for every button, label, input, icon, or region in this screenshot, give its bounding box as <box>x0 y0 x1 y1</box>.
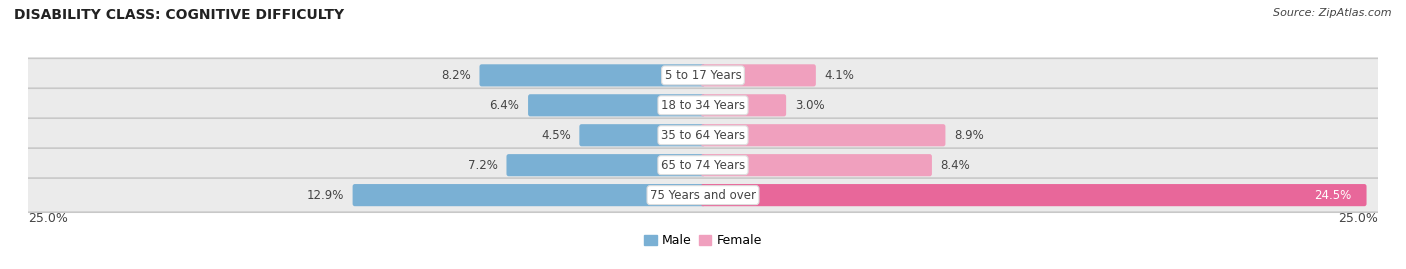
FancyBboxPatch shape <box>353 184 706 206</box>
Text: 8.2%: 8.2% <box>441 69 471 82</box>
Text: 18 to 34 Years: 18 to 34 Years <box>661 99 745 112</box>
FancyBboxPatch shape <box>24 88 1382 122</box>
Legend: Male, Female: Male, Female <box>640 229 766 252</box>
FancyBboxPatch shape <box>24 178 1382 212</box>
Text: 75 Years and over: 75 Years and over <box>650 189 756 202</box>
Text: 35 to 64 Years: 35 to 64 Years <box>661 129 745 142</box>
FancyBboxPatch shape <box>24 58 1382 93</box>
FancyBboxPatch shape <box>700 154 932 176</box>
Text: 25.0%: 25.0% <box>28 212 67 225</box>
FancyBboxPatch shape <box>700 184 1367 206</box>
Text: 8.4%: 8.4% <box>941 159 970 172</box>
Text: 24.5%: 24.5% <box>1313 189 1351 202</box>
Text: Source: ZipAtlas.com: Source: ZipAtlas.com <box>1274 8 1392 18</box>
Text: 3.0%: 3.0% <box>794 99 824 112</box>
Text: 4.5%: 4.5% <box>541 129 571 142</box>
FancyBboxPatch shape <box>579 124 706 146</box>
FancyBboxPatch shape <box>479 64 706 86</box>
FancyBboxPatch shape <box>700 94 786 116</box>
Text: 5 to 17 Years: 5 to 17 Years <box>665 69 741 82</box>
Text: 65 to 74 Years: 65 to 74 Years <box>661 159 745 172</box>
FancyBboxPatch shape <box>24 118 1382 152</box>
FancyBboxPatch shape <box>700 64 815 86</box>
Text: 12.9%: 12.9% <box>307 189 344 202</box>
Text: 6.4%: 6.4% <box>489 99 519 112</box>
Text: 25.0%: 25.0% <box>1339 212 1378 225</box>
FancyBboxPatch shape <box>506 154 706 176</box>
Text: 8.9%: 8.9% <box>955 129 984 142</box>
FancyBboxPatch shape <box>700 124 945 146</box>
Text: DISABILITY CLASS: COGNITIVE DIFFICULTY: DISABILITY CLASS: COGNITIVE DIFFICULTY <box>14 8 344 22</box>
Text: 7.2%: 7.2% <box>468 159 498 172</box>
FancyBboxPatch shape <box>529 94 706 116</box>
FancyBboxPatch shape <box>24 148 1382 182</box>
Text: 4.1%: 4.1% <box>824 69 855 82</box>
